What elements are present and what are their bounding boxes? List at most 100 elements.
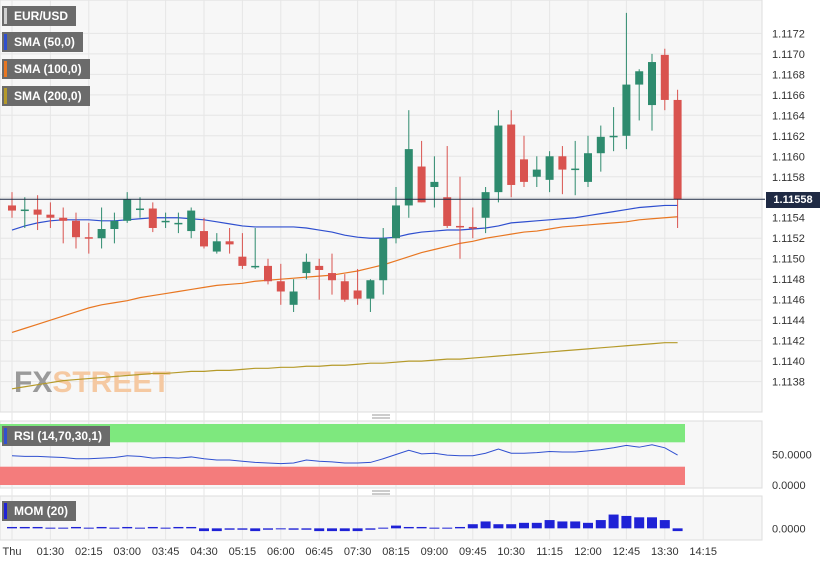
mom-bar [237,528,248,530]
mom-bar [672,528,683,532]
mom-bar [83,527,94,529]
candle-body [340,281,349,300]
price-tick-label: 1.1152 [772,233,805,245]
candle-body [404,149,413,206]
rsi-swatch-icon [4,428,7,444]
legend-pair[interactable]: EUR/USD [2,6,77,26]
price-tick-label: 1.1148 [772,274,805,286]
candle [648,53,656,131]
mom-bar [314,528,325,532]
candle-body [72,220,80,238]
candle-body [302,261,311,274]
candle-body [353,290,362,299]
candle-body [148,208,157,228]
time-tick-label: 12:00 [574,546,602,558]
mom-bar [7,526,17,529]
mom-bar [659,520,670,529]
candle-body [187,210,196,232]
sma200-swatch-icon [4,88,7,104]
time-tick-label: 01:30 [37,546,65,558]
candle-body [46,214,55,218]
time-tick-label: 05:15 [229,546,257,558]
legend-sma50[interactable]: SMA (50,0) [2,32,83,52]
candle [97,207,106,249]
candle-body [571,168,580,171]
candle-body [161,220,170,223]
legend-sma50-label: SMA (50,0) [14,35,75,49]
mom-bar [352,528,363,532]
time-tick-label: 08:15 [382,546,410,558]
mom-bar [263,528,273,530]
mom-bar [224,528,235,530]
price-tick-label: 1.1150 [772,254,805,266]
candle [123,192,132,223]
time-tick-label: Thu [3,546,22,558]
candle-body [417,166,426,203]
mom-bar [58,527,69,529]
candle [315,258,324,300]
mom-bar [365,528,376,530]
candle-body [251,265,260,268]
mom-bar [480,521,491,529]
mom-bar [96,526,107,529]
rsi-oversold-zone [0,466,685,485]
candle-body [609,135,618,138]
candle-body [366,280,375,299]
candle-body [635,71,644,85]
mom-bar [378,527,389,529]
candle [8,192,16,218]
candle [264,258,272,285]
legend-sma100-label: SMA (100,0) [14,62,82,76]
time-tick-label: 12:45 [613,546,641,558]
candle [660,48,669,111]
candle [161,212,170,228]
time-tick-label: 11:15 [536,546,563,558]
time-tick-label: 09:00 [421,546,449,558]
candle-body [520,159,528,182]
price-tick-label: 1.1168 [772,69,805,81]
legend-mom[interactable]: MOM (20) [2,501,76,521]
price-tick-label: 1.1162 [772,131,805,143]
sma100-line [11,216,678,334]
sma100-swatch-icon [4,61,7,77]
sma50-line [11,204,678,239]
mom-bar [391,525,401,529]
current-price-label: 1.11558 [766,192,820,208]
candle [558,146,567,195]
mom-bar [442,527,453,529]
candle [417,140,426,203]
mom-bar [403,526,414,529]
candle-body [456,225,464,228]
legend-sma200-label: SMA (200,0) [14,89,82,103]
mom-bar [301,528,312,530]
mom-bar [519,522,529,529]
candle [20,197,29,228]
price-tick-label: 1.1154 [772,213,805,225]
mom-bar [122,526,133,529]
candle-body [660,54,669,100]
mom-bar [570,521,581,529]
candle [622,12,631,150]
legend-sma200[interactable]: SMA (200,0) [2,86,90,106]
rsi-tick-label: 0.0000 [772,480,806,492]
candle-body [379,238,388,281]
price-panel [0,0,763,413]
mom-bar [583,522,593,529]
mom-bar [45,527,56,529]
candle [46,202,55,228]
price-tick-label: 1.1172 [772,28,805,40]
legend-rsi[interactable]: RSI (14,70,30,1) [2,426,111,446]
candle-body [123,199,132,221]
candle-body [212,241,221,252]
candle [289,279,298,312]
mom-bar [634,517,645,529]
mom-bar [288,528,299,530]
legend-sma100[interactable]: SMA (100,0) [2,59,90,79]
mom-bar [147,526,158,529]
mom-tick-label: 0.0000 [772,523,806,535]
mom-bar [135,527,145,529]
pair-swatch-icon [4,8,7,24]
candle [507,110,516,198]
candle-body [84,237,93,239]
candle [84,222,93,254]
